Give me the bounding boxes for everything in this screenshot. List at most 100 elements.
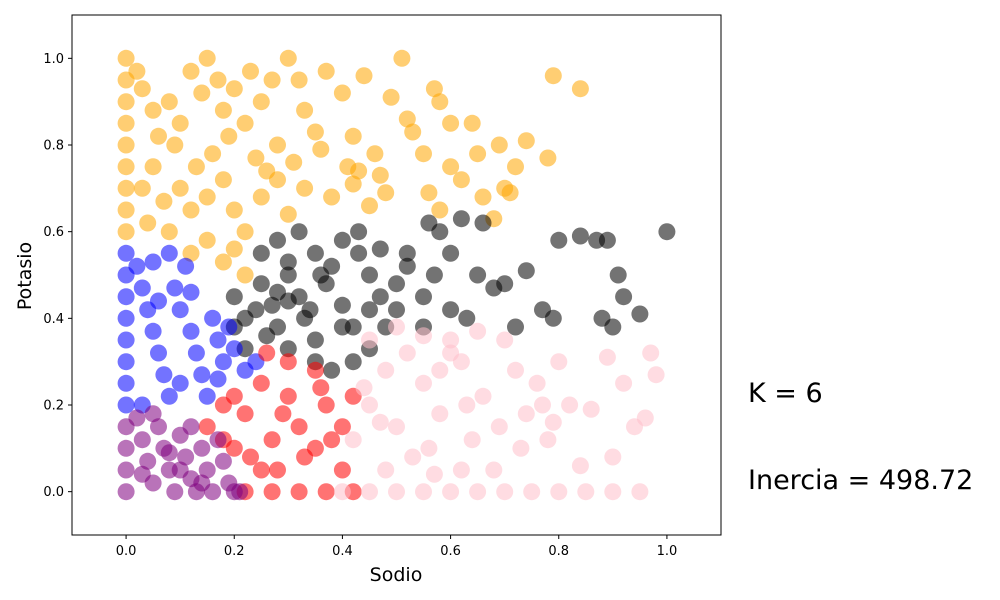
scatter-point (604, 318, 622, 336)
scatter-point (236, 405, 254, 423)
scatter-point (598, 348, 616, 366)
scatter-point (420, 184, 438, 202)
scatter-point (160, 444, 178, 462)
scatter-point (182, 201, 200, 219)
y-axis-ticks: 0.0 0.2 0.4 0.6 0.8 1.0 (43, 52, 72, 500)
scatter-point (425, 266, 443, 284)
scatter-point (388, 301, 405, 319)
scatter-point (139, 452, 157, 470)
scatter-point (604, 483, 622, 501)
scatter-point (117, 223, 135, 241)
scatter-point (296, 101, 314, 119)
scatter-point (388, 418, 405, 436)
scatter-point (458, 396, 476, 414)
x-tick-label: 0.6 (440, 544, 461, 559)
scatter-point (658, 223, 676, 241)
scatter-point (160, 93, 178, 111)
scatter-point (252, 244, 270, 262)
scatter-point (187, 344, 205, 362)
scatter-point (539, 149, 557, 167)
scatter-point (171, 374, 189, 392)
scatter-point (388, 275, 405, 293)
scatter-point (155, 366, 173, 384)
scatter-point (442, 344, 460, 362)
scatter-point (312, 140, 330, 158)
scatter-point (350, 244, 368, 262)
scatter-point (117, 461, 135, 479)
scatter-point (306, 244, 324, 262)
scatter-point (166, 279, 184, 297)
scatter-point (117, 374, 135, 392)
scatter-point (323, 188, 341, 206)
scatter-point (458, 309, 476, 327)
scatter-point (263, 431, 281, 449)
scatter-point (290, 223, 308, 241)
scatter-point (631, 305, 649, 323)
scatter-point (507, 318, 524, 336)
scatter-point (636, 409, 654, 427)
scatter-point (279, 49, 297, 67)
scatter-point (150, 292, 167, 310)
y-tick-label: 1.0 (43, 52, 64, 67)
scatter-point (452, 210, 470, 228)
scatter-point (193, 439, 211, 457)
scatter-point (507, 158, 524, 176)
scatter-point (344, 431, 362, 449)
scatter-point (133, 431, 151, 449)
scatter-point (333, 296, 351, 314)
scatter-point (285, 153, 303, 171)
scatter-point (150, 418, 167, 436)
scatter-point (209, 431, 227, 449)
scatter-point (242, 448, 259, 466)
scatter-point (117, 93, 135, 111)
scatter-point (128, 409, 146, 427)
scatter-point (247, 301, 265, 319)
scatter-point (425, 465, 443, 483)
scatter-point (236, 223, 254, 241)
scatter-point (485, 461, 503, 479)
scatter-point (269, 461, 286, 479)
y-tick-label: 0.8 (43, 139, 64, 154)
scatter-point (306, 331, 324, 349)
scatter-point (474, 387, 492, 405)
scatter-point (306, 361, 324, 379)
scatter-point (198, 387, 216, 405)
k-annotation: K = 6 (748, 378, 823, 409)
scatter-point (366, 145, 384, 163)
scatter-point (609, 266, 627, 284)
scatter-point (160, 223, 178, 241)
scatter-point (317, 62, 335, 80)
scatter-point (469, 483, 487, 501)
scatter-point (209, 370, 227, 388)
scatter-point (155, 192, 173, 210)
scatter-point (182, 244, 200, 262)
scatter-point (204, 145, 222, 163)
scatter-point (236, 266, 254, 284)
y-tick-label: 0.0 (43, 485, 64, 500)
scatter-point (361, 301, 378, 319)
scatter-point (160, 387, 178, 405)
scatter-point (382, 88, 400, 106)
scatter-point (517, 132, 535, 150)
scatter-point (117, 288, 135, 306)
scatter-point (214, 353, 232, 371)
scatter-point (225, 387, 243, 405)
scatter-point (133, 279, 151, 297)
scatter-point (582, 400, 600, 418)
scatter-point (306, 123, 324, 141)
scatter-point (166, 483, 184, 501)
scatter-point (247, 149, 265, 167)
scatter-point (263, 296, 281, 314)
scatter-point (117, 331, 135, 349)
scatter-point (290, 418, 308, 436)
scatter-point (225, 288, 243, 306)
scatter-point (377, 184, 395, 202)
scatter-point (463, 431, 481, 449)
scatter-point (377, 361, 395, 379)
scatter-point (198, 231, 216, 249)
scatter-point (469, 322, 487, 340)
scatter-point (296, 179, 314, 197)
scatter-point (252, 374, 270, 392)
scatter-point (550, 483, 568, 501)
